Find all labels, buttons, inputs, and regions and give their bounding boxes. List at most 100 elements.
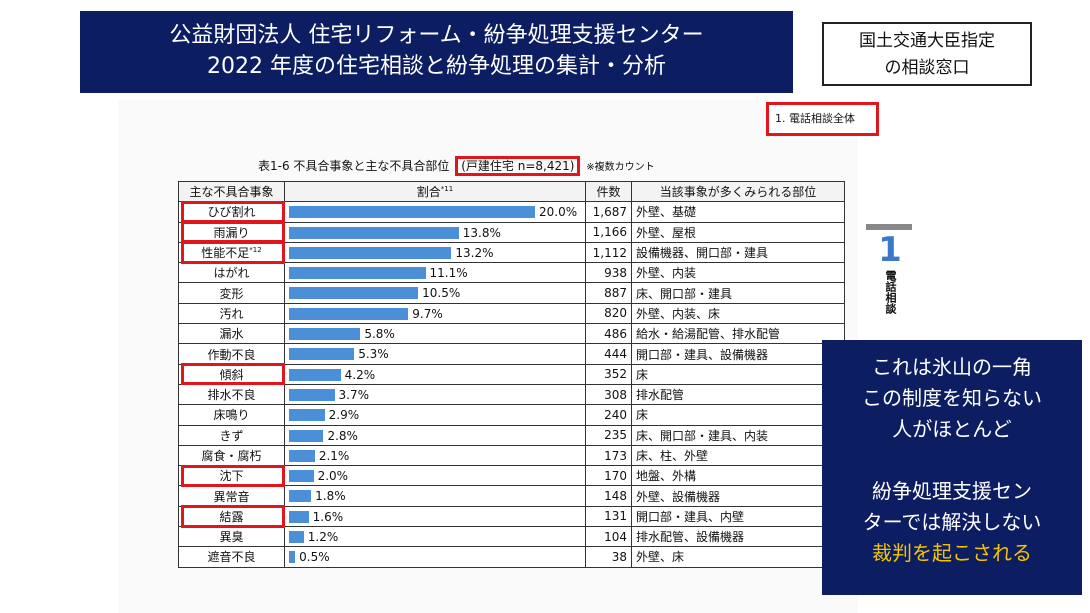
col-header-event: 主な不具合事象	[178, 180, 285, 203]
row-count: 1,687	[585, 201, 632, 223]
row-event-text: 漏水	[219, 327, 244, 342]
row-count: 938	[585, 262, 632, 284]
table-row: 作動不良 5.3% 444 開口部・建具、設備機器	[178, 343, 845, 365]
side-tab-label: 電話相談	[884, 270, 897, 314]
row-parts: 床、開口部・建具	[631, 282, 845, 304]
ratio-label: 2.9%	[328, 408, 360, 423]
row-event-sup: *12	[249, 246, 262, 255]
ratio-label: 2.1%	[318, 448, 350, 463]
row-event-text: 傾斜	[219, 367, 244, 382]
row-event-label: 作動不良	[178, 343, 285, 365]
ratio-bar	[289, 388, 335, 401]
message-line5: ターでは解決しない	[862, 510, 1042, 534]
row-event-label: 異常音	[178, 485, 285, 507]
row-event-text: 排水不良	[207, 388, 256, 403]
row-count: 444	[585, 343, 632, 365]
ratio-bar	[289, 449, 315, 462]
table-row: 異臭 1.2% 104 排水配管、設備機器	[178, 526, 845, 548]
row-ratio-cell: 3.7%	[284, 383, 586, 406]
row-ratio-cell: 2.0%	[284, 465, 586, 487]
row-event-text: 沈下	[219, 469, 244, 484]
row-event-text: きず	[219, 428, 244, 443]
row-parts: 外壁、屋根	[631, 221, 845, 243]
row-ratio-cell: 1.6%	[284, 505, 586, 528]
row-count: 173	[585, 444, 632, 467]
row-parts: 床	[631, 404, 845, 426]
row-event-label: はがれ	[178, 262, 285, 284]
row-parts: 地盤、外構	[631, 465, 845, 487]
ratio-label: 2.8%	[327, 428, 358, 443]
row-count: 352	[585, 363, 632, 385]
ratio-bar	[289, 429, 324, 442]
row-event-label: 漏水	[178, 323, 285, 345]
table-body: ひび割れ 20.0% 1,687 外壁、基礎 雨漏り 13.8% 1,166 外壁、屋根 性能不…	[178, 201, 845, 568]
row-count: 887	[585, 282, 632, 304]
message-line4: 紛争処理支援セン	[872, 479, 1032, 503]
row-parts: 開口部・建具、内壁	[631, 505, 845, 528]
row-ratio-cell: 13.2%	[284, 241, 586, 264]
highlight-box	[180, 221, 285, 244]
header-title-box: 公益財団法人 住宅リフォーム・紛争処理支援センター 2022 年度の住宅相談と紛…	[80, 11, 793, 93]
col-header-ratio-sup: *11	[440, 185, 454, 194]
row-count: 104	[585, 526, 632, 548]
table-row: 腐食・腐朽 2.1% 173 床、柱、外壁	[178, 444, 845, 467]
row-parts: 開口部・建具、設備機器	[631, 343, 845, 365]
row-count: 1,112	[585, 241, 632, 264]
row-event-text: 床鳴り	[213, 408, 250, 423]
row-event-label: 変形	[178, 282, 285, 304]
message-line2: この制度を知らない	[862, 386, 1042, 410]
ratio-label: 4.2%	[344, 367, 376, 382]
row-parts: 外壁、内装、床	[631, 302, 845, 325]
row-event-label: 異臭	[178, 526, 285, 548]
row-ratio-cell: 9.7%	[284, 302, 586, 325]
table-caption-note: ※複数カウント	[586, 162, 655, 173]
row-ratio-cell: 0.5%	[284, 546, 586, 568]
row-ratio-cell: 5.8%	[284, 323, 586, 345]
table-row: ひび割れ 20.0% 1,687 外壁、基礎	[178, 201, 845, 223]
ratio-bar	[289, 328, 361, 341]
ratio-bar	[289, 226, 459, 239]
row-count: 240	[585, 404, 632, 426]
ratio-bar	[289, 206, 535, 219]
table-caption: 表1-6 不具合事象と主な不具合部位 (戸建住宅 n=8,421) ※複数カウン…	[258, 153, 655, 179]
row-ratio-cell: 1.8%	[284, 485, 586, 507]
table-row: はがれ 11.1% 938 外壁、内装	[178, 262, 845, 284]
designation-line1: 国土交通大臣指定	[859, 31, 995, 51]
row-count: 235	[585, 424, 632, 446]
ratio-label: 13.2%	[455, 245, 494, 260]
side-tab-number: 1	[878, 230, 902, 270]
table-caption-highlight: (戸建住宅 n=8,421)	[455, 156, 581, 176]
row-count: 131	[585, 505, 632, 528]
table-row: きず 2.8% 235 床、開口部・建具、内装	[178, 424, 845, 446]
row-parts: 床	[631, 363, 845, 385]
row-ratio-cell: 10.5%	[284, 282, 586, 304]
table-row: 遮音不良 0.5% 38 外壁、床	[178, 546, 845, 568]
designation-line2: の相談窓口	[884, 58, 970, 78]
ratio-label: 10.5%	[422, 286, 461, 301]
row-count: 820	[585, 302, 632, 325]
header-title-line2: 2022 年度の住宅相談と紛争処理の集計・分析	[207, 54, 666, 79]
ratio-bar	[289, 409, 325, 422]
col-header-ratio: 割合*11	[284, 180, 586, 203]
ratio-label: 9.7%	[412, 306, 443, 321]
table-row: 汚れ 9.7% 820 外壁、内装、床	[178, 302, 845, 325]
ratio-label: 5.3%	[358, 347, 389, 362]
row-parts: 排水配管	[631, 383, 845, 406]
row-ratio-cell: 2.8%	[284, 424, 586, 446]
ratio-bar	[289, 307, 409, 320]
table-row: 傾斜 4.2% 352 床	[178, 363, 845, 385]
row-parts: 排水配管、設備機器	[631, 526, 845, 548]
row-count: 38	[585, 546, 632, 568]
ratio-label: 3.7%	[338, 387, 370, 402]
message-line3: 人がほとんど	[892, 417, 1012, 441]
row-ratio-cell: 20.0%	[284, 201, 586, 223]
row-parts: 給水・給湯配管、排水配管	[631, 323, 845, 345]
row-parts: 外壁、床	[631, 546, 845, 568]
ratio-label: 5.8%	[364, 327, 395, 342]
row-count: 170	[585, 465, 632, 487]
row-count: 1,166	[585, 221, 632, 243]
highlight-box	[180, 505, 285, 528]
row-event-label: 床鳴り	[178, 404, 285, 426]
side-tab: 1 電話相談	[866, 224, 914, 334]
table-row: 変形 10.5% 887 床、開口部・建具	[178, 282, 845, 304]
